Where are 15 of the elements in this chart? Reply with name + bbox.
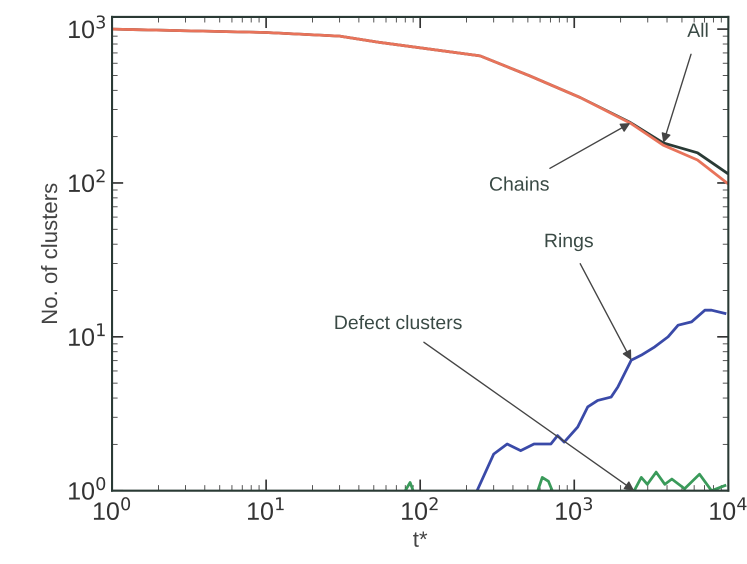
y-tick-label: 10$^{2}$: [69, 169, 105, 192]
x-tick-label: 10$^{4}$: [710, 497, 747, 520]
x-tick-label: 10$^{0}$: [94, 497, 130, 520]
x-axis-title: t*: [413, 531, 428, 547]
y-tick-label: 10$^{1}$: [69, 323, 105, 346]
x-tick-label: 10$^{3}$: [556, 497, 592, 520]
annotation: All: [687, 22, 708, 37]
annotation: Rings: [546, 233, 593, 252]
y-axis-title: No. of clusters: [40, 184, 58, 323]
y-tick-label: 10$^{0}$: [69, 476, 106, 500]
x-tick-label: 10$^{2}$: [402, 497, 438, 520]
annotation: Chains: [490, 176, 549, 191]
x-tick-label: 10$^{1}$: [248, 497, 284, 520]
y-tick-label: 10$^{3}$: [69, 15, 105, 38]
annotation: Defect clusters: [335, 314, 462, 330]
